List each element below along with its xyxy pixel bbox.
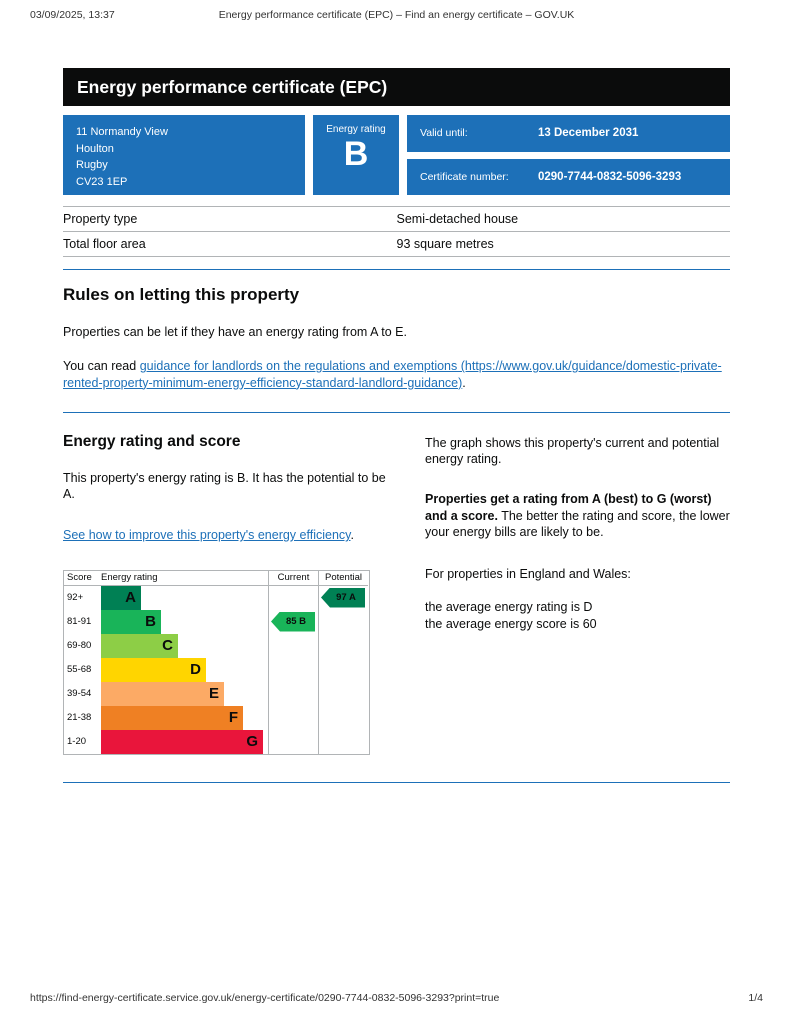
energy-rating-box: Energy rating B — [313, 115, 399, 195]
chart-current-header: Current — [269, 571, 318, 586]
landlord-guidance-link[interactable]: guidance for landlords on the regulation… — [63, 359, 722, 390]
valid-until-label: Valid until: — [420, 127, 468, 140]
chart-potential-column: Potential 97 A — [318, 570, 368, 754]
epc-band-row-B: 81-91 B — [64, 609, 268, 634]
improve-efficiency-paragraph: See how to improve this property's energ… — [63, 527, 395, 543]
section-divider — [63, 269, 730, 270]
epc-band-score: 39-54 — [67, 688, 92, 699]
property-address: 11 Normandy View Houlton Rugby CV23 1EP — [63, 115, 305, 195]
epc-band-score: 1-20 — [67, 736, 87, 747]
rating-summary-paragraph: This property's energy rating is B. It h… — [63, 470, 386, 501]
section-divider — [63, 411, 730, 413]
table-row: Property type Semi-detached house — [63, 206, 730, 232]
chart-header-row: Score Energy rating — [64, 571, 268, 586]
epc-band-bar-C: C — [101, 633, 178, 658]
print-footer-url: https://find-energy-certificate.service.… — [30, 992, 500, 1004]
letting-guidance-suffix: . — [462, 375, 466, 390]
graph-description-paragraph: The graph shows this property's current … — [425, 435, 720, 466]
rating-section: Energy rating and score This property's … — [63, 433, 730, 755]
epc-band-bar-A: A — [101, 585, 141, 610]
epc-band-bar-E: E — [101, 681, 224, 706]
chart-bands: 92+ A 81-91 B 69-80 C 55-68 D 39-54 E 21-38 F 1-20 G — [64, 585, 268, 754]
address-line: CV23 1EP — [76, 175, 128, 188]
summary-panel: 11 Normandy View Houlton Rugby CV23 1EP … — [63, 115, 730, 195]
epc-band-row-F: 21-38 F — [64, 705, 268, 730]
epc-band-bar-D: D — [101, 657, 206, 682]
rating-section-right: The graph shows this property's current … — [425, 433, 730, 755]
certificate-info-column: Valid until: 13 December 2031 Certificat… — [407, 115, 730, 195]
england-wales-paragraph: For properties in England and Wales: — [425, 567, 631, 581]
chart-potential-header: Potential — [319, 571, 368, 586]
certificate-number-label: Certificate number: — [420, 170, 509, 183]
letting-guidance-prefix: You can read — [63, 359, 140, 374]
chart-bands-area: Score Energy rating 92+ A 81-91 B 69-80 C 55-6… — [64, 571, 268, 754]
rating-explanation-bold: Properties get a rating from A (best) to… — [425, 492, 712, 523]
valid-until-value: 13 December 2031 — [538, 127, 639, 140]
valid-until-box: Valid until: 13 December 2031 — [407, 115, 730, 152]
print-datetime: 03/09/2025, 13:37 — [30, 9, 115, 21]
energy-rating-chart: Score Energy rating 92+ A 81-91 B 69-80 C 55-6… — [63, 569, 370, 755]
epc-band-score: 81-91 — [67, 616, 92, 627]
improve-efficiency-link[interactable]: See how to improve this property's energ… — [63, 528, 351, 543]
rating-explanation-paragraph: Properties get a rating from A (best) to… — [425, 491, 730, 540]
potential-rating-arrow: 97 A — [321, 587, 365, 608]
print-page-title: Energy performance certificate (EPC) – F… — [218, 9, 575, 21]
chart-potential-body: 97 A — [319, 586, 368, 754]
property-type-value: Semi-detached house — [396, 212, 519, 226]
address-line: 11 Normandy View — [76, 126, 168, 138]
letting-guidance-paragraph: You can read guidance for landlords on t… — [63, 358, 730, 391]
rating-section-left: Energy rating and score This property's … — [63, 433, 395, 755]
epc-band-bar-G: G — [101, 729, 263, 754]
certificate-number-box: Certificate number: 0290-7744-0832-5096-… — [407, 158, 730, 195]
property-type-label: Property type — [63, 212, 138, 226]
address-line: Rugby — [76, 159, 108, 171]
current-rating-arrow: 85 B — [271, 611, 315, 632]
epc-band-score: 21-38 — [67, 712, 92, 723]
print-footer: https://find-energy-certificate.service.… — [30, 992, 763, 1004]
energy-rating-label: Energy rating — [326, 124, 386, 135]
epc-band-score: 55-68 — [67, 664, 92, 675]
average-rating-line: the average energy rating is D — [425, 600, 593, 615]
banner-title: Energy performance certificate (EPC) — [77, 76, 388, 97]
letting-rules-heading: Rules on letting this property — [63, 285, 300, 304]
section-divider — [63, 781, 730, 783]
epc-band-bar-F: F — [101, 705, 243, 730]
epc-band-score: 69-80 — [67, 640, 92, 651]
total-floor-area-value: 93 square metres — [396, 237, 494, 251]
epc-band-row-C: 69-80 C — [64, 633, 268, 658]
chart-current-column: Current 85 B — [268, 570, 318, 754]
property-details-table: Property type Semi-detached house Total … — [63, 206, 730, 257]
rating-explanation-normal: The better the rating and score, the low… — [425, 508, 730, 539]
epc-band-bar-B: B — [101, 609, 161, 634]
address-line: Houlton — [76, 142, 114, 155]
print-header: 03/09/2025, 13:37 Energy performance cer… — [30, 9, 763, 23]
table-row: Total floor area 93 square metres — [63, 232, 730, 257]
epc-band-row-G: 1-20 G — [64, 729, 268, 754]
epc-band-score: 92+ — [67, 592, 84, 603]
epc-band-row-D: 55-68 D — [64, 657, 268, 682]
improve-efficiency-suffix: . — [350, 528, 354, 543]
epc-banner: Energy performance certificate (EPC) — [63, 68, 730, 106]
chart-rating-header: Energy rating — [101, 572, 158, 583]
epc-band-row-E: 39-54 E — [64, 681, 268, 706]
rating-score-heading: Energy rating and score — [63, 432, 241, 450]
chart-current-body: 85 B — [269, 586, 318, 754]
chart-score-header: Score — [67, 572, 92, 583]
print-page-number: 1/4 — [748, 992, 763, 1004]
certificate-number-value: 0290-7744-0832-5096-3293 — [538, 170, 682, 183]
total-floor-area-label: Total floor area — [63, 237, 146, 251]
certificate-content: Energy performance certificate (EPC) 11 … — [63, 68, 730, 783]
average-rating-lines: the average energy rating is D the avera… — [425, 599, 730, 632]
epc-band-row-A: 92+ A — [64, 585, 268, 610]
chart-wrapper: Score Energy rating 92+ A 81-91 B 69-80 C 55-6… — [63, 569, 395, 755]
letting-rules-paragraph: Properties can be let if they have an en… — [63, 325, 407, 339]
average-score-line: the average energy score is 60 — [425, 616, 597, 631]
energy-rating-value: B — [343, 135, 369, 173]
